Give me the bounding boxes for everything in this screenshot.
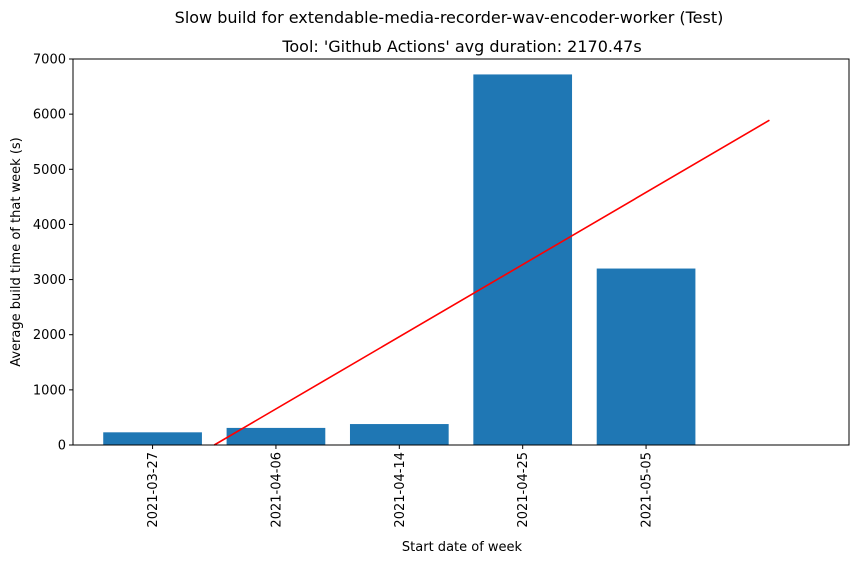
y-ticks-group: 0 1000 2000 3000 4000 5000 6000 7000 [33,53,73,454]
y-tick-label: 2000 [33,328,66,343]
y-tick-label: 1000 [33,383,66,398]
x-tick-label: 2021-03-27 [146,452,161,528]
y-tick-label: 7000 [33,53,66,68]
x-axis-label: Start date of week [402,540,523,555]
y-axis-label: Average build time of that week (s) [9,137,24,367]
bar-2021-05-05 [596,268,696,445]
bar-2021-04-14 [349,424,449,445]
axes-frame [72,58,850,446]
bar-2021-04-25 [473,74,573,445]
y-tick-label: 4000 [33,218,66,233]
trend-line [213,119,770,446]
chart-suptitle: Slow build for extendable-media-recorder… [175,8,724,27]
x-tick-label: 2021-05-05 [640,452,655,528]
y-tick-label: 3000 [33,273,66,288]
chart-title: Tool: 'Github Actions' avg duration: 217… [281,37,641,56]
trend-group [213,119,770,446]
x-tick-label: 2021-04-14 [393,452,408,528]
y-tick-label: 5000 [33,163,66,178]
x-tick-label: 2021-04-06 [269,452,284,528]
x-ticks-group: 2021-03-27 2021-04-06 2021-04-14 2021-04-25… [146,445,655,528]
bar-2021-04-06 [226,427,326,445]
x-tick-label: 2021-04-25 [516,452,531,528]
plot-area: 0 1000 2000 3000 4000 5000 6000 7000 2021-03-27… [33,53,850,528]
bars-group [103,74,696,445]
y-tick-label: 0 [58,439,66,454]
y-tick-label: 6000 [33,108,66,123]
bar-2021-03-27 [103,432,202,445]
